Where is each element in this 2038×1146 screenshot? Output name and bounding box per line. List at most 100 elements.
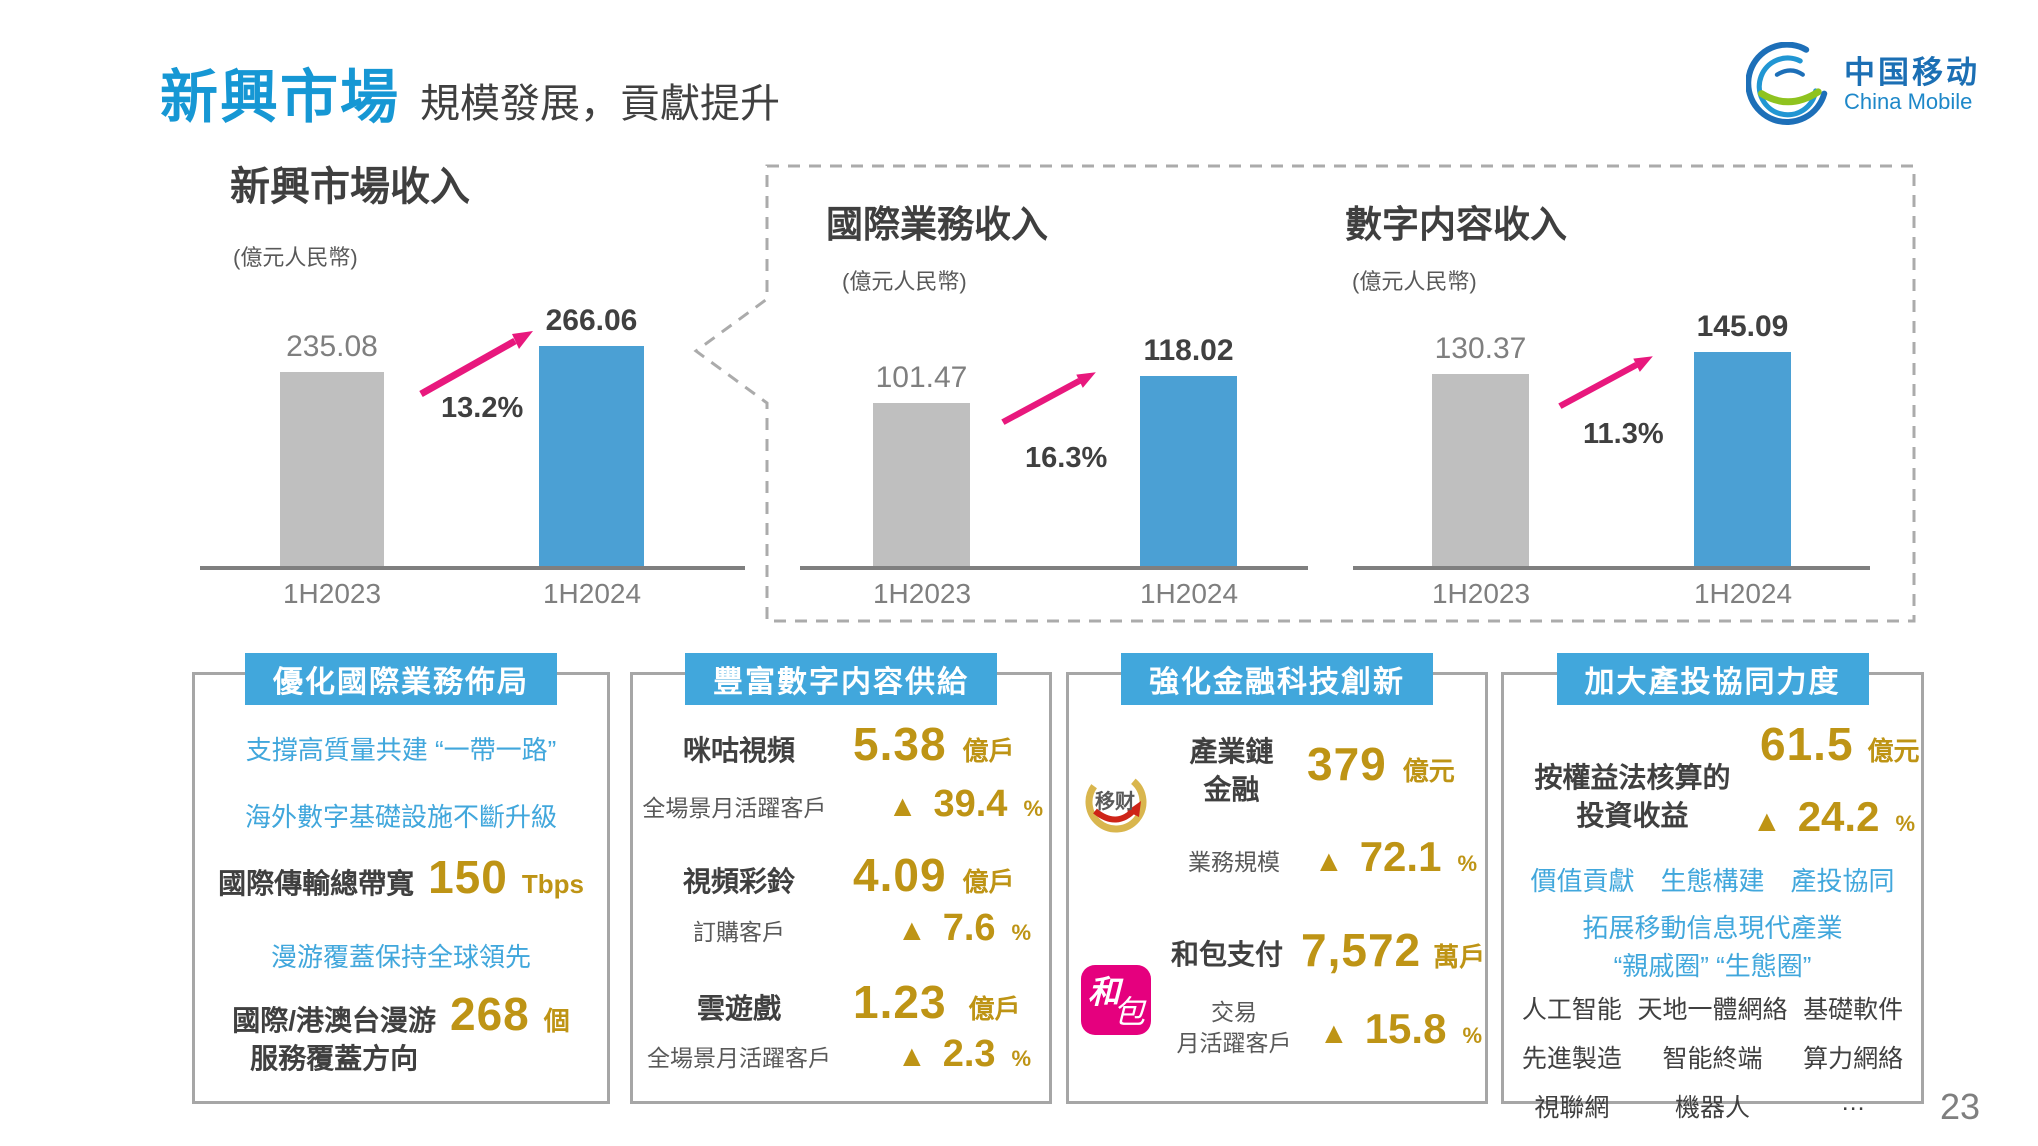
bar-1h2024: 266.06	[539, 304, 644, 566]
growth-group: ▲ 15.8 %	[1319, 1005, 1482, 1053]
industry-item: …	[1840, 1088, 1866, 1116]
growth-group: ▲ 7.6 %	[897, 907, 1031, 950]
growth-group: ▲ 24.2 %	[1752, 793, 1915, 841]
chart-plot-area: 235.08 266.06	[185, 150, 760, 566]
stat-label: 視頻彩鈴	[682, 866, 795, 897]
stat-unit: 億戶	[962, 736, 1015, 766]
bar-1h2023: 235.08	[280, 330, 384, 566]
bar-prev-period	[280, 372, 384, 566]
bar-curr-period	[1694, 352, 1791, 566]
stat-cloud-gaming: 雲遊戲 1.23 億戶	[639, 975, 1043, 1029]
growth-arrow-icon	[1001, 372, 1096, 425]
stat-value-group: 379 億元	[1307, 737, 1455, 791]
up-triangle-icon: ▲	[1319, 1017, 1349, 1050]
x-tick-1h2024: 1H2024	[542, 578, 642, 609]
chart-emerging-market-revenue: 新興市場收入 (億元人民幣) 235.08 266.06 1H2023 1H20…	[185, 150, 760, 620]
stat-value: 1.23	[853, 976, 947, 1028]
growth-unit: %	[1011, 1046, 1032, 1071]
bar-value-label: 130.37	[1434, 332, 1527, 365]
stat-label: 雲遊戲	[696, 993, 781, 1024]
panel-digital-content: 豐富數字内容供給 咪咕視頻 5.38 億戶 全場景月活躍客戶 ▲ 39.4 % …	[630, 653, 1052, 1104]
china-mobile-logo: 中国移动 China Mobile	[1746, 42, 1980, 128]
stat-label-line1: 按權益法核算的	[1534, 762, 1731, 793]
bar-prev-period	[1432, 374, 1529, 566]
keyword: 價值貢獻	[1530, 866, 1635, 896]
svg-text:移财: 移财	[1095, 789, 1135, 813]
panel-header: 豐富數字内容供給	[685, 653, 997, 705]
hebao-char-2: 包	[1112, 994, 1145, 1030]
china-mobile-logo-icon	[1746, 42, 1828, 126]
stat-unit: Tbps	[521, 869, 584, 899]
panel-text-line: 海外數字基礎設施不斷升級	[244, 802, 557, 832]
growth-percent-label: 11.3%	[1583, 418, 1664, 450]
up-triangle-icon: ▲	[1314, 845, 1344, 878]
stat-label: 和包支付	[1171, 939, 1284, 970]
bar-value-label: 235.08	[286, 330, 378, 363]
stat-sub-label: 全場景月活躍客戶	[642, 795, 827, 821]
growth-unit: %	[1011, 920, 1032, 945]
growth-percent-label: 16.3%	[1025, 442, 1108, 474]
up-triangle-icon: ▲	[897, 914, 927, 947]
chart-title: 國際業務收入	[826, 204, 1048, 245]
chart-unit-label: (億元人民幣)	[1352, 269, 1477, 294]
x-tick-1h2023: 1H2023	[872, 578, 972, 609]
panel-text-line: 漫游覆蓋保持全球領先	[270, 942, 531, 972]
bar-1h2023: 130.37	[1432, 332, 1529, 566]
panel-text-line: 拓展移動信息現代產業	[1582, 913, 1843, 943]
hebao-logo-icon: 和 包	[1081, 965, 1151, 1035]
stat-unit: 億戶	[968, 994, 1021, 1024]
growth-arrow-icon	[419, 331, 533, 398]
slide-title-subtitle: 規模發展，貢獻提升	[420, 82, 781, 126]
stat-sub-label: 訂購客戶	[693, 919, 785, 945]
logo-text-en: China Mobile	[1844, 88, 1973, 114]
chart-unit-label: (億元人民幣)	[233, 245, 358, 270]
panel-header: 優化國際業務佈局	[245, 653, 557, 705]
growth-unit: %	[1457, 851, 1478, 876]
x-tick-1h2024: 1H2024	[1693, 578, 1793, 609]
stat-migu-video: 咪咕視頻 5.38 億戶	[639, 717, 1043, 771]
up-triangle-icon: ▲	[1752, 805, 1782, 838]
x-tick-1h2023: 1H2023	[1431, 578, 1531, 609]
industry-item: 智能終端	[1662, 1045, 1763, 1073]
industry-item: 視聯網	[1534, 1094, 1610, 1122]
growth-value: 72.1	[1359, 833, 1442, 880]
x-tick-1h2024: 1H2024	[1139, 578, 1239, 609]
stat-value: 379	[1307, 738, 1387, 790]
stat-value: 61.5	[1760, 718, 1854, 770]
growth-value: 39.4	[933, 783, 1008, 825]
panel-text-line: “親戚圈” “生態圈”	[1613, 951, 1812, 981]
panel-text-line: 支撐高質量共建 “一帶一路”	[245, 735, 557, 765]
growth-unit: %	[1895, 811, 1916, 836]
bar-value-label: 101.47	[875, 361, 968, 394]
stat-value: 4.09	[853, 849, 947, 901]
x-axis	[200, 566, 745, 570]
stat-label-line1: 產業鏈	[1189, 736, 1274, 767]
bar-1h2024: 118.02	[1140, 334, 1237, 566]
hebao-char-1: 和	[1088, 974, 1121, 1010]
slide-title: 新興市場 規模發展，貢獻提升	[160, 50, 780, 134]
bar-curr-period	[1140, 376, 1237, 566]
stat-label: 按權益法核算的 投資收益	[1510, 759, 1755, 835]
micai-logo-icon: 移财	[1085, 771, 1147, 833]
chart-title: 新興市場收入	[230, 165, 470, 209]
up-triangle-icon: ▲	[897, 1040, 927, 1073]
bar-prev-period	[873, 403, 970, 566]
stat-label-line2: 金融	[1203, 773, 1260, 805]
stat-label: 咪咕視頻	[682, 735, 795, 766]
stat-unit: 億戶	[962, 867, 1015, 897]
bar-value-label: 118.02	[1143, 334, 1234, 367]
stat-value: 7,572	[1301, 924, 1422, 976]
stat-sub-label: 交易 月活躍客戶	[1154, 997, 1314, 1059]
x-axis	[800, 566, 1308, 570]
up-triangle-icon: ▲	[887, 790, 918, 823]
stat-unit: 萬戶	[1433, 942, 1486, 972]
industry-item: 天地一體網絡	[1637, 996, 1788, 1024]
stat-unit: 個	[543, 1006, 570, 1036]
growth-group: ▲ 72.1 %	[1314, 833, 1477, 881]
growth-percent-label: 13.2%	[441, 392, 524, 424]
bar-value-label: 266.06	[545, 304, 638, 337]
stat-video-ringtone: 視頻彩鈴 4.09 億戶	[639, 848, 1043, 902]
stat-bandwidth: 國際傳輸總帶寬 150 Tbps	[195, 850, 607, 904]
stat-label: 產業鏈 金融	[1164, 733, 1299, 809]
keyword: 產投協同	[1790, 866, 1895, 896]
